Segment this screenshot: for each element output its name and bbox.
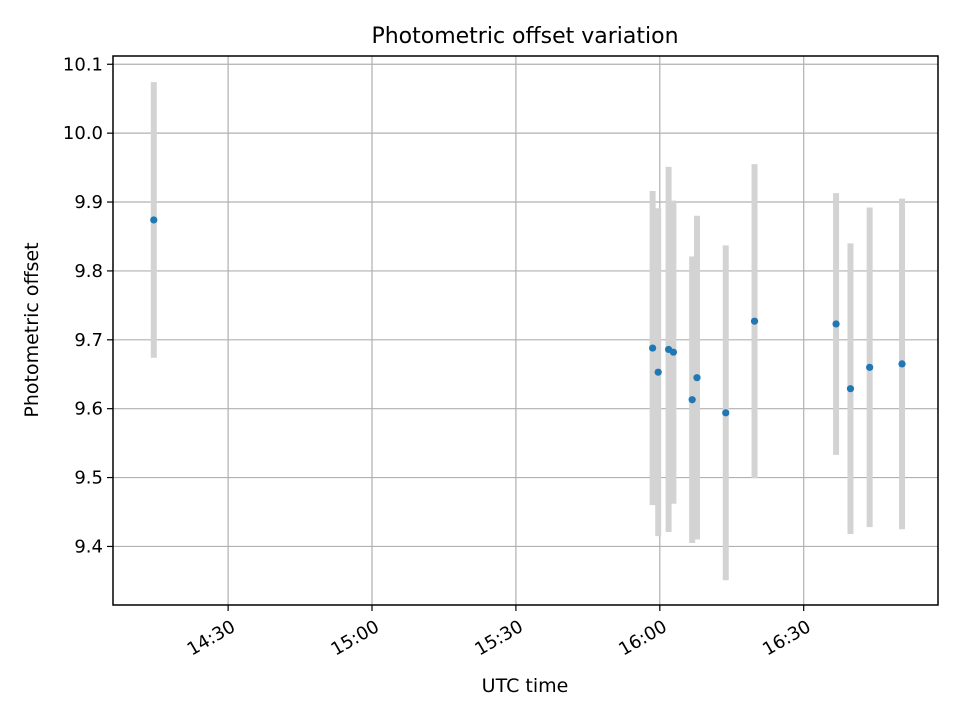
y-tick-label: 9.8 bbox=[74, 261, 103, 282]
y-tick-label: 9.4 bbox=[74, 536, 103, 557]
data-point bbox=[693, 374, 701, 382]
x-tick-label: 16:00 bbox=[615, 616, 670, 660]
x-axis-label: UTC time bbox=[482, 675, 569, 697]
data-point bbox=[846, 385, 855, 393]
grid bbox=[113, 56, 938, 605]
y-tick-label: 10.1 bbox=[63, 54, 103, 75]
y-tick-label: 9.9 bbox=[74, 192, 103, 213]
axis-ticks: 14:30 15:00 15:30 16:00 16:30 9.4 9.5 9.6 9.7 9.8… bbox=[63, 54, 815, 660]
data-point bbox=[750, 317, 759, 325]
data-point bbox=[898, 360, 906, 368]
y-axis-label: Photometric offset bbox=[21, 242, 43, 417]
error-bars bbox=[150, 82, 906, 581]
y-tick-label: 9.7 bbox=[74, 330, 103, 351]
y-tick-label: 9.6 bbox=[74, 399, 103, 420]
x-tick-label: 15:30 bbox=[471, 616, 526, 660]
data-point bbox=[866, 363, 874, 371]
chart-title: Photometric offset variation bbox=[371, 24, 678, 49]
data-point bbox=[654, 368, 662, 376]
data-point bbox=[649, 344, 657, 352]
data-point bbox=[688, 396, 696, 404]
x-tick-label: 15:00 bbox=[327, 616, 382, 660]
data-point bbox=[150, 216, 158, 224]
data-points bbox=[150, 216, 906, 417]
x-tick-label: 16:30 bbox=[759, 616, 814, 660]
y-tick-label: 10.0 bbox=[63, 123, 103, 144]
data-point bbox=[832, 320, 840, 328]
data-point bbox=[669, 348, 677, 356]
x-tick-label: 14:30 bbox=[184, 616, 239, 660]
plot-frame bbox=[112, 55, 939, 606]
y-tick-label: 9.5 bbox=[74, 468, 103, 489]
data-point bbox=[722, 409, 730, 417]
